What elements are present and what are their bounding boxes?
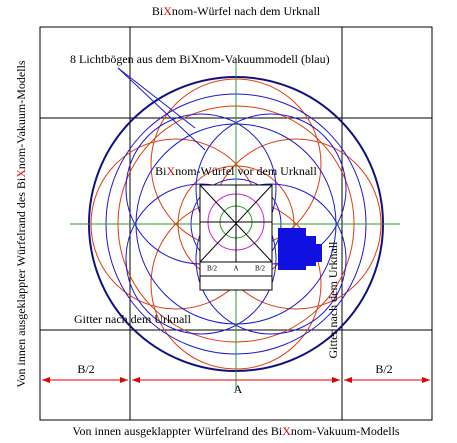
grid <box>39 26 433 421</box>
dim-center: A <box>234 382 243 396</box>
dim-left: B/2 <box>77 362 94 376</box>
inner-title: BiXnom-Würfel vor dem Urknall <box>155 164 317 178</box>
inner-dim-left: B/2 <box>207 265 218 273</box>
inner-dims: B/2 A B/2 <box>207 265 266 273</box>
dimension-arrows <box>42 377 430 383</box>
arc-note: 8 Lichtbögen aus dem BiXnom-Vakuummodell… <box>70 52 330 66</box>
pointer-line <box>117 67 206 151</box>
inner-cube <box>199 184 273 291</box>
grid-label-vertical: Gitter nach dem Urknall <box>326 241 340 359</box>
title: BiXnom-Würfel nach dem Urknall <box>152 4 321 18</box>
grid-label: Gitter nach dem Urknall <box>74 312 192 326</box>
bottom-label: Von innen ausgeklappter Würfelrand des B… <box>72 424 400 438</box>
inner-dim-right: B/2 <box>255 265 266 273</box>
pointer-line <box>117 67 196 129</box>
side-label: Von innen ausgeklappter Würfelrand des B… <box>14 60 28 388</box>
blue-blocks <box>278 228 322 270</box>
dim-right: B/2 <box>375 362 392 376</box>
inner-dim-center: A <box>233 265 238 273</box>
